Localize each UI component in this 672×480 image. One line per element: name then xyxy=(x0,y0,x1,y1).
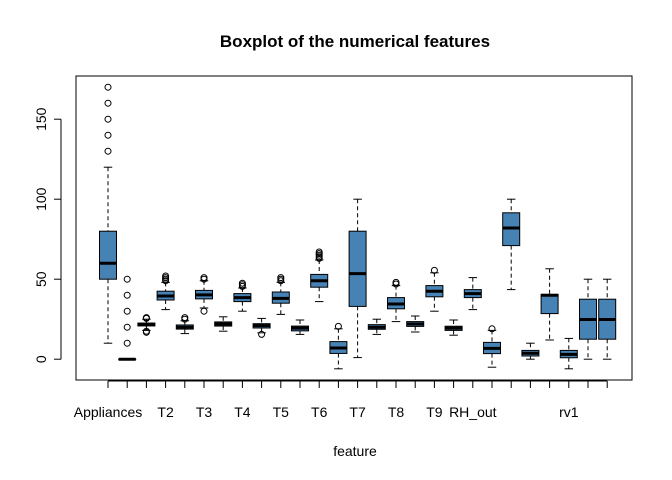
box-14 xyxy=(348,198,367,359)
box-15 xyxy=(367,318,386,335)
box-9 xyxy=(252,317,271,338)
box-25 xyxy=(559,337,578,370)
outlier-point xyxy=(258,330,266,338)
x-tick-label: T9 xyxy=(426,404,443,420)
outlier-point xyxy=(162,272,170,280)
x-tick-label: T3 xyxy=(196,404,213,420)
outlier-point xyxy=(104,115,112,123)
outlier-point xyxy=(334,322,342,330)
box-8 xyxy=(233,279,252,312)
outlier-point xyxy=(142,327,150,335)
outlier-point xyxy=(277,274,285,282)
y-axis: 0 50 100 150 xyxy=(33,107,62,363)
x-tick-label: T8 xyxy=(388,404,405,420)
x-tick-label: T5 xyxy=(273,404,290,420)
outlier-point xyxy=(104,83,112,91)
outlier-point xyxy=(142,314,150,322)
box-1 xyxy=(99,83,117,344)
outlier-point xyxy=(315,248,323,256)
box-body xyxy=(348,230,367,307)
outlier-point xyxy=(123,275,131,283)
box-13 xyxy=(329,322,348,370)
plot-area-frame xyxy=(75,75,633,381)
box-6 xyxy=(195,274,213,315)
x-tick-label: T6 xyxy=(311,404,328,420)
y-tick-label: 0 xyxy=(33,355,49,363)
outlier-point xyxy=(392,278,400,286)
box-27 xyxy=(598,278,617,360)
outlier-point xyxy=(488,325,496,333)
boxes-layer xyxy=(99,83,617,370)
x-tick-label: T2 xyxy=(157,404,174,420)
box-5 xyxy=(175,314,194,335)
box-10 xyxy=(271,274,290,315)
box-16 xyxy=(387,278,405,323)
y-tick-label: 100 xyxy=(33,187,49,211)
outlier-point xyxy=(123,339,131,347)
y-tick-label: 150 xyxy=(33,107,49,131)
x-tick-label: rv1 xyxy=(559,404,579,420)
outlier-point xyxy=(104,147,112,155)
chart-title: Boxplot of the numerical features xyxy=(220,32,490,51)
box-12 xyxy=(310,248,329,303)
box-24 xyxy=(540,268,559,341)
outlier-point xyxy=(104,99,112,107)
box-7 xyxy=(214,316,233,332)
box-4 xyxy=(156,272,175,311)
box-22 xyxy=(502,198,521,291)
box-23 xyxy=(521,342,540,360)
outlier-point xyxy=(238,279,246,287)
box-11 xyxy=(291,319,309,335)
x-tick-label: T7 xyxy=(349,404,366,420)
box-2 xyxy=(118,275,137,361)
outlier-point xyxy=(104,131,112,139)
box-body xyxy=(540,293,559,315)
box-body xyxy=(99,230,117,280)
box-19 xyxy=(444,319,463,336)
box-26 xyxy=(579,278,597,360)
outlier-point xyxy=(123,323,131,331)
box-17 xyxy=(406,315,425,333)
outlier-point xyxy=(123,291,131,299)
outlier-point xyxy=(200,307,208,315)
outlier-point xyxy=(123,307,131,315)
box-18 xyxy=(425,266,444,312)
box-3 xyxy=(137,314,156,336)
x-axis-title: feature xyxy=(333,443,377,459)
x-axis: Appliances T2 T3 T4 T5 T6 T7 T8 T9 RH_out rv1 xyxy=(74,380,608,420)
y-tick-label: 50 xyxy=(33,271,49,287)
x-tick-label: T4 xyxy=(234,404,251,420)
outlier-point xyxy=(430,266,438,274)
box-20 xyxy=(463,277,482,311)
outlier-point xyxy=(200,274,208,282)
box-21 xyxy=(483,325,501,368)
x-tick-label: Appliances xyxy=(74,404,143,420)
x-tick-label: RH_out xyxy=(449,404,497,420)
outlier-point xyxy=(181,314,189,322)
